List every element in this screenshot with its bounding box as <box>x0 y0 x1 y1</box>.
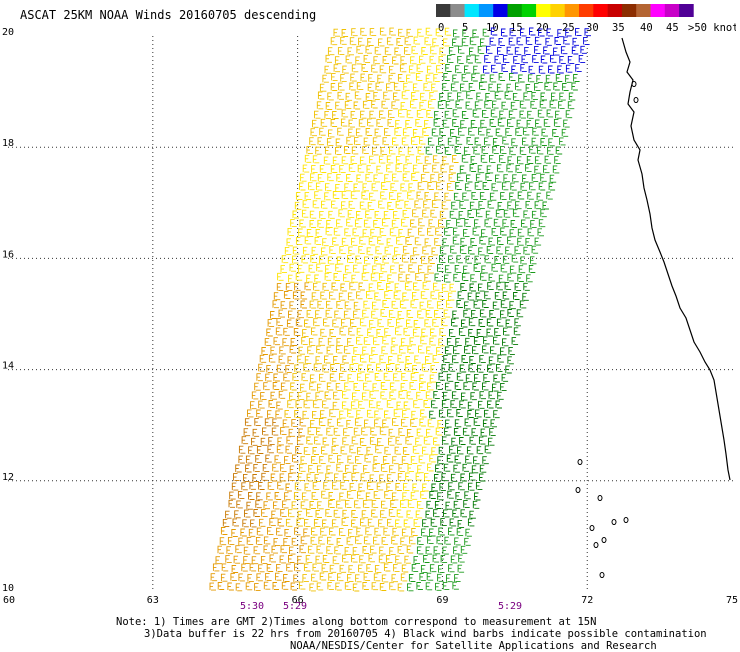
legend-swatch <box>579 4 594 17</box>
island <box>575 487 581 493</box>
lat-label: 10 <box>2 583 14 594</box>
legend-label: 15 <box>510 22 523 34</box>
legend-swatch <box>464 4 480 17</box>
lat-label: 14 <box>2 361 14 372</box>
legend-swatch <box>564 4 580 17</box>
lat-label: 12 <box>2 472 14 483</box>
legend-label: 45 <box>666 22 679 34</box>
legend-swatch <box>493 4 508 17</box>
island <box>631 81 637 87</box>
lat-label: 16 <box>2 249 14 260</box>
legend-swatch <box>621 4 637 17</box>
island <box>599 572 605 578</box>
island <box>593 542 599 548</box>
legend-label: 30 <box>586 22 599 34</box>
island <box>597 495 603 501</box>
note-line-2: 3)Data buffer is 22 hrs from 20160705 4)… <box>144 628 707 640</box>
wind-barbs <box>222 418 279 528</box>
island <box>623 517 629 523</box>
wind-barbs <box>407 28 580 592</box>
coastline <box>575 37 731 578</box>
wind-barbs <box>277 27 456 528</box>
legend-swatch <box>664 4 680 17</box>
legend-swatch <box>593 4 608 17</box>
legend-swatch <box>478 4 494 17</box>
lon-label: 63 <box>147 595 159 606</box>
island <box>589 525 595 531</box>
lon-label: 75 <box>726 595 738 606</box>
note-line-3: NOAA/NESDIS/Center for Satellite Applica… <box>290 640 657 652</box>
legend-label: 5 <box>462 22 468 34</box>
island <box>577 459 583 465</box>
map-title: ASCAT 25KM NOAA Winds 20160705 descendin… <box>20 8 317 22</box>
wind-barbs <box>483 27 591 74</box>
legend-swatch <box>650 4 666 17</box>
wind-barbs <box>209 282 311 592</box>
island <box>601 537 607 543</box>
lon-label: 69 <box>436 595 448 606</box>
pass-time-label: 5:30 <box>240 601 264 612</box>
legend-label: 20 <box>536 22 549 34</box>
island <box>633 97 639 103</box>
pass-time-label: 5:29 <box>283 601 307 612</box>
lon-label: 60 <box>3 595 15 606</box>
legend-label: 40 <box>640 22 653 34</box>
pass-time-label: 5:29 <box>498 601 522 612</box>
legend-label: 35 <box>612 22 625 34</box>
legend-label: 0 <box>438 22 444 34</box>
note-line-1: Note: 1) Times are GMT 2)Times along bot… <box>116 616 597 628</box>
legend-swatch <box>550 4 565 17</box>
lon-label: 66 <box>292 595 304 606</box>
legend-swatch <box>450 4 465 17</box>
legend-swatch <box>521 4 537 17</box>
legend-swatch <box>679 4 694 17</box>
coastline-path <box>621 37 731 481</box>
legend-swatch <box>507 4 523 17</box>
island <box>611 519 617 525</box>
lat-label: 20 <box>2 27 14 38</box>
legend-swatch <box>536 4 551 17</box>
legend-label: >50 knots <box>688 22 736 34</box>
lon-label: 72 <box>581 595 593 606</box>
wind-swath <box>209 27 591 592</box>
legend-label: 25 <box>562 22 575 34</box>
legend-swatch <box>436 4 451 17</box>
legend-swatch <box>636 4 651 17</box>
lat-label: 18 <box>2 138 14 149</box>
legend-swatch <box>607 4 623 17</box>
wind-barbs <box>422 282 530 528</box>
wind-barbs <box>284 27 459 592</box>
